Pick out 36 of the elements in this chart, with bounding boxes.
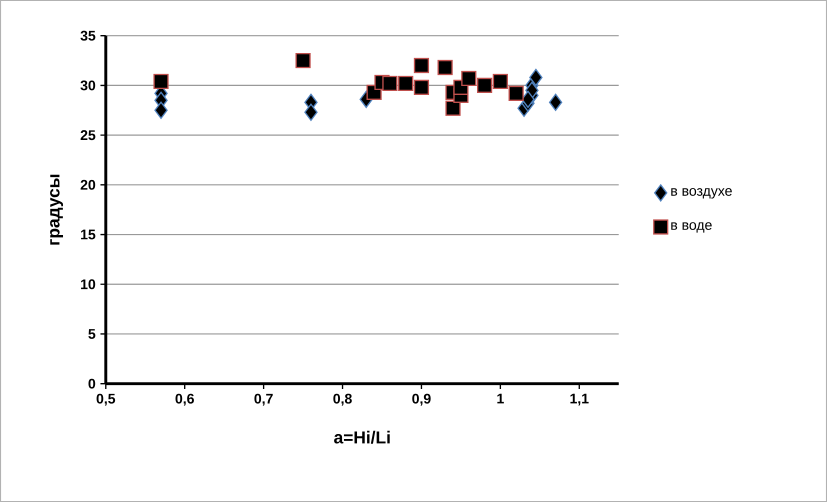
y-tick-label: 25 — [80, 130, 96, 140]
y-tick-label: 0 — [88, 378, 96, 389]
point — [492, 74, 508, 90]
y-tick-label: 30 — [80, 80, 96, 90]
point — [414, 58, 430, 74]
y-tick-label: 10 — [81, 279, 96, 290]
y-tick-label: 5 — [88, 329, 96, 339]
x-tick-label: 0,5 — [96, 394, 116, 406]
point — [414, 80, 430, 96]
legend-label: в воздухе — [671, 188, 732, 199]
point — [445, 100, 461, 116]
point — [154, 102, 168, 119]
y-tick-label: 20 — [80, 180, 96, 190]
x-tick-label: 0,8 — [333, 394, 352, 406]
x-tick-label: 0,7 — [254, 394, 273, 406]
x-tick-label: 0,6 — [176, 394, 194, 406]
point — [521, 90, 535, 108]
y-tick-label: 15 — [81, 230, 96, 240]
x-tick-label: 1,1 — [570, 394, 589, 406]
point — [295, 52, 311, 68]
x-axis-title: a=Hi/Li — [334, 430, 390, 444]
x-tick-label: 1 — [497, 394, 504, 404]
point — [153, 74, 169, 90]
point — [529, 68, 543, 86]
point — [304, 104, 318, 121]
point — [382, 76, 398, 92]
point — [476, 78, 492, 94]
y-tick-label: 35 — [80, 30, 96, 41]
x-tick-label: 0,9 — [412, 394, 431, 406]
point — [548, 94, 562, 111]
legend-label: в воде — [671, 222, 712, 233]
point — [438, 60, 453, 76]
y-axis-title: градусы — [50, 174, 64, 245]
point — [398, 76, 414, 92]
point — [461, 70, 476, 86]
point — [508, 86, 524, 101]
